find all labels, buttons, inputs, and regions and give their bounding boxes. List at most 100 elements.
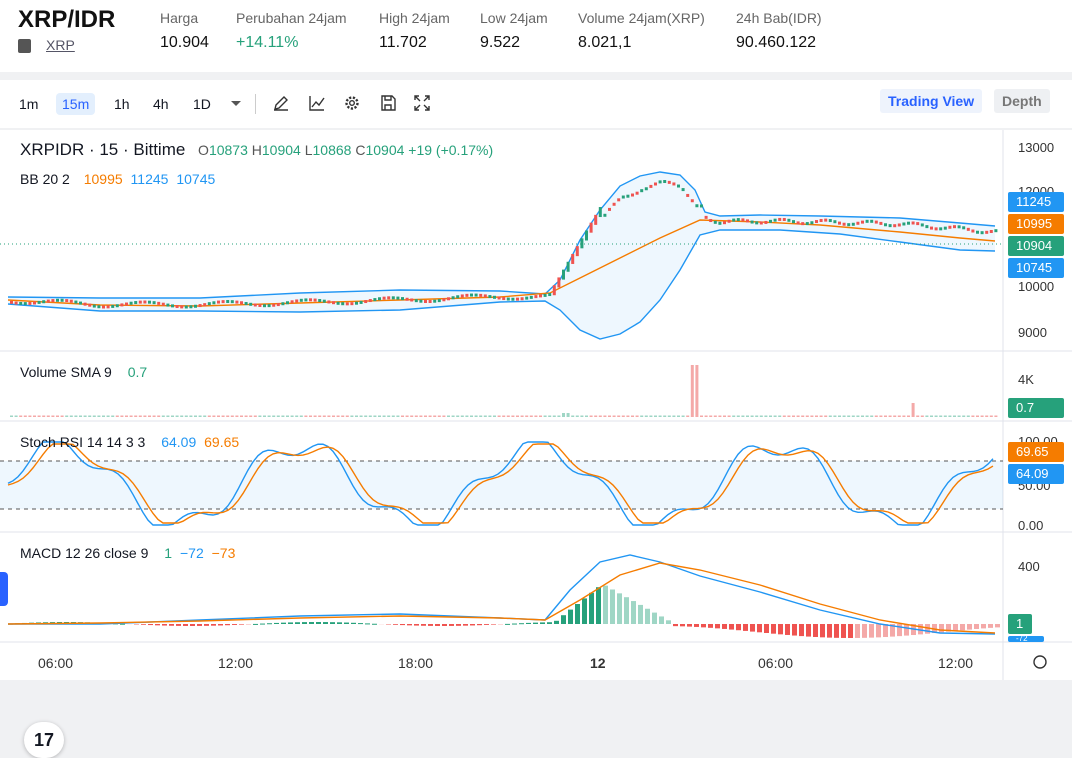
sidebar-toggle[interactable] bbox=[0, 572, 8, 606]
stat-volume: Volume 24jam(XRP) 8.021,1 bbox=[578, 10, 705, 52]
macd-histogram-bar bbox=[750, 624, 755, 632]
candle bbox=[783, 218, 786, 221]
volume-bar bbox=[649, 416, 652, 418]
save-icon[interactable] bbox=[379, 94, 397, 112]
candle bbox=[249, 303, 252, 306]
candle bbox=[562, 270, 565, 280]
price-tag-bb-basis: 10995 bbox=[1008, 214, 1064, 234]
macd-histogram-bar bbox=[617, 593, 622, 624]
volume-bar bbox=[424, 416, 427, 418]
price-tag-bb-upper: 11245 bbox=[1008, 192, 1064, 212]
symbol-title: XRPIDR · 15 · Bittime O10873 H10904 L108… bbox=[20, 140, 493, 160]
candle bbox=[461, 294, 464, 297]
chevron-down-icon[interactable] bbox=[227, 94, 245, 112]
y-tick: 400 bbox=[1018, 559, 1040, 574]
candle bbox=[263, 304, 266, 307]
macd-histogram-bar bbox=[561, 615, 566, 624]
bb-legend: BB 20 2 10995 11245 10745 bbox=[20, 171, 215, 187]
macd-histogram-bar bbox=[974, 624, 979, 629]
macd-histogram-bar bbox=[190, 624, 195, 626]
candle bbox=[677, 185, 680, 188]
ohlc-key: H bbox=[252, 142, 262, 158]
volume-bar bbox=[447, 416, 450, 418]
candle bbox=[875, 221, 878, 224]
macd-histogram-bar bbox=[204, 624, 209, 626]
tradingview-logo[interactable]: 17 bbox=[24, 722, 64, 758]
volume-bar bbox=[774, 416, 777, 418]
volume-bar bbox=[935, 416, 938, 418]
volume-bar bbox=[194, 416, 197, 418]
indicator-line-icon[interactable] bbox=[308, 94, 326, 112]
candle bbox=[189, 305, 192, 308]
chart-area[interactable]: 13000 12000 10000 9000 4K 100.00 50.00 0… bbox=[0, 130, 1072, 680]
fullscreen-icon[interactable] bbox=[413, 94, 431, 112]
volume-bar bbox=[240, 416, 243, 418]
timeframe-15m[interactable]: 15m bbox=[56, 93, 95, 115]
candle bbox=[672, 182, 675, 185]
candle bbox=[935, 227, 938, 230]
stat-value: 8.021,1 bbox=[578, 34, 705, 52]
macd-histogram-bar bbox=[260, 624, 265, 625]
volume-bar bbox=[659, 416, 662, 418]
volume-bar bbox=[281, 416, 284, 418]
candle bbox=[622, 196, 625, 199]
volume-bar bbox=[553, 416, 556, 418]
macd-histogram-bar bbox=[778, 624, 783, 634]
volume-bar bbox=[746, 416, 749, 418]
volume-bar bbox=[709, 416, 712, 418]
macd-histogram-bar bbox=[652, 613, 657, 624]
candle bbox=[571, 254, 574, 264]
macd-histogram-bar bbox=[365, 623, 370, 624]
volume-bar bbox=[97, 416, 100, 418]
candle bbox=[801, 222, 804, 225]
macd-histogram-bar bbox=[764, 624, 769, 633]
timeframe-1h[interactable]: 1h bbox=[108, 93, 136, 115]
volume-bar bbox=[778, 416, 781, 418]
macd-signal-value: −73 bbox=[212, 545, 236, 561]
macd-histogram-bar bbox=[288, 622, 293, 624]
volume-bar bbox=[691, 365, 694, 417]
chart-canvas[interactable]: 13000 12000 10000 9000 4K 100.00 50.00 0… bbox=[0, 130, 1072, 680]
candle bbox=[226, 300, 229, 303]
timeframe-4h[interactable]: 4h bbox=[147, 93, 175, 115]
trading-view-tab[interactable]: Trading View bbox=[880, 89, 982, 113]
macd-histogram-bar bbox=[197, 624, 202, 626]
chart-toolbar: 1m 15m 1h 4h 1D Trading View Depth bbox=[0, 80, 1072, 128]
macd-histogram-bar bbox=[351, 623, 356, 624]
candle bbox=[930, 227, 933, 230]
candle bbox=[84, 303, 87, 306]
volume-bar bbox=[176, 416, 179, 418]
candle bbox=[327, 300, 330, 303]
stat-value: 90.460.122 bbox=[736, 34, 822, 52]
candle bbox=[401, 297, 404, 300]
volume-bar bbox=[93, 416, 96, 418]
volume-bar bbox=[208, 416, 211, 418]
volume-bar bbox=[889, 416, 892, 418]
macd-histogram-bar bbox=[715, 624, 720, 628]
macd-histogram-bar bbox=[883, 624, 888, 637]
volume-bar bbox=[479, 416, 482, 418]
gear-icon[interactable] bbox=[343, 94, 361, 112]
depth-tab[interactable]: Depth bbox=[994, 89, 1050, 113]
coin-link[interactable]: XRP bbox=[46, 37, 75, 53]
stat-turnover: 24h Bab(IDR) 90.460.122 bbox=[736, 10, 822, 52]
candle bbox=[332, 301, 335, 304]
candle bbox=[617, 198, 620, 201]
candle bbox=[258, 304, 261, 307]
timeframe-1d[interactable]: 1D bbox=[187, 93, 217, 115]
candle bbox=[861, 221, 864, 224]
candle bbox=[557, 277, 560, 287]
candle bbox=[962, 226, 965, 229]
timeframe-1m[interactable]: 1m bbox=[13, 93, 44, 115]
candle bbox=[714, 221, 717, 224]
candle bbox=[852, 223, 855, 226]
volume-bar bbox=[967, 416, 970, 418]
candle bbox=[985, 231, 988, 234]
volume-bar bbox=[383, 416, 386, 418]
macd-histogram-bar bbox=[939, 624, 944, 632]
macd-histogram-bar bbox=[967, 624, 972, 630]
candle bbox=[870, 220, 873, 223]
settings-hex-icon bbox=[1034, 656, 1046, 668]
pencil-icon[interactable] bbox=[272, 94, 290, 112]
stat-value: +14.11% bbox=[236, 34, 347, 52]
